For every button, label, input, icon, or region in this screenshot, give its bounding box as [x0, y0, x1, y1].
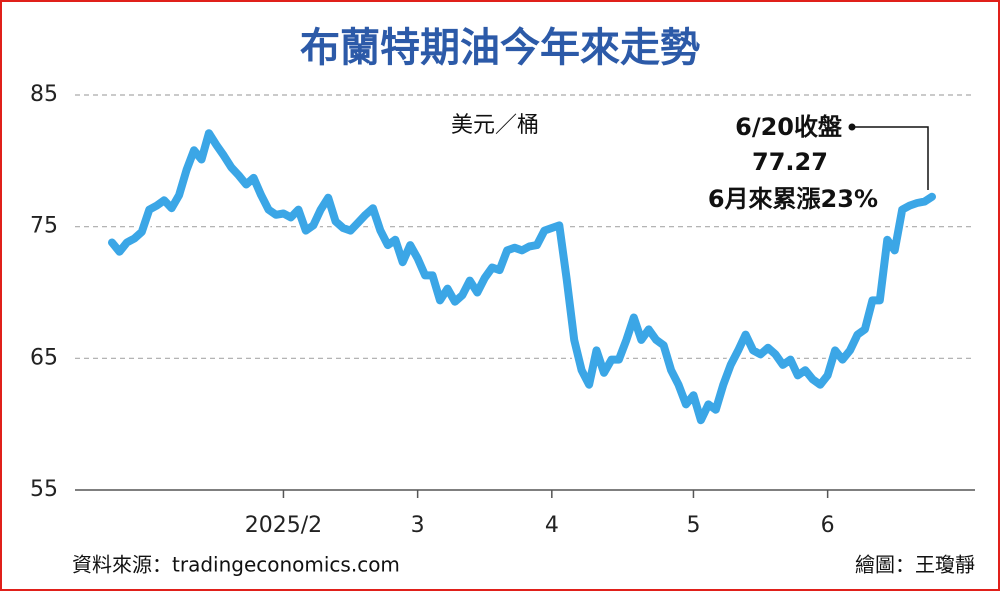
x-tick-label: 5: [686, 513, 700, 538]
annotation: 6月來累漲23%: [708, 185, 878, 213]
y-tick-label: 65: [30, 345, 58, 370]
chart-title: 布蘭特期油今年來走勢: [300, 25, 700, 71]
x-tick-label: 6: [821, 513, 835, 538]
y-tick-label: 55: [30, 477, 58, 502]
annotation: 6/20收盤: [735, 113, 843, 141]
y-tick-label: 85: [30, 82, 58, 107]
x-tick-label: 4: [545, 513, 559, 538]
x-tick-label: 3: [411, 513, 425, 538]
annotation-leader: [852, 126, 929, 190]
source: 資料來源：tradingeconomics.com: [72, 553, 400, 577]
unit-label: 美元／桶: [451, 113, 539, 138]
credit: 繪圖：王瓊靜: [855, 553, 975, 577]
y-tick-label: 75: [30, 214, 58, 239]
x-tick-label: 2025/2: [245, 513, 322, 538]
annotation: 77.27: [752, 148, 828, 176]
price-line: [108, 129, 936, 425]
